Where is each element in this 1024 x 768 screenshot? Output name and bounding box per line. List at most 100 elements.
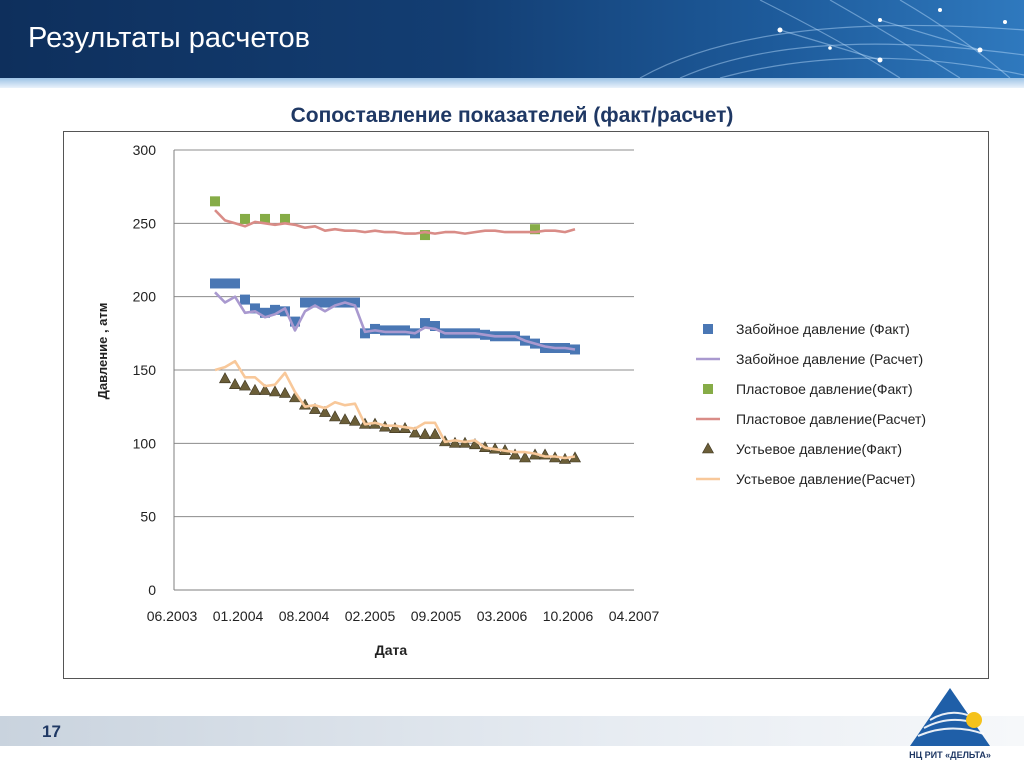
- x-tick-label: 04.2007: [609, 608, 660, 624]
- data-point: [338, 413, 352, 425]
- y-tick-label: 150: [133, 362, 157, 378]
- data-point: [518, 451, 532, 463]
- legend-item: Забойное давление (Факт): [703, 321, 910, 337]
- data-point: [290, 316, 300, 327]
- chart-title: Сопоставление показателей (факт/расчет): [290, 104, 734, 127]
- data-point: [268, 385, 282, 397]
- data-point: [220, 278, 230, 289]
- data-point: [388, 422, 402, 433]
- data-point: [320, 297, 330, 308]
- legend-item: Устьевое давление(Факт): [701, 441, 902, 457]
- data-point: [430, 321, 440, 331]
- data-point: [210, 278, 220, 289]
- slide-title: Результаты расчетов: [28, 22, 310, 54]
- series-line: [214, 291, 576, 351]
- x-tick-label: 02.2005: [345, 608, 396, 624]
- data-point: [370, 323, 380, 334]
- chart-ticks: 0 50 100 150 200 250 300 06.2003 01.2004 08.2004 0…: [133, 142, 660, 624]
- legend-item: Пластовое давление(Факт): [703, 381, 913, 397]
- x-tick-label: 09.2005: [411, 608, 462, 624]
- slide-header: Результаты расчетов: [0, 0, 1024, 78]
- y-tick-label: 100: [133, 435, 157, 451]
- data-point: [408, 426, 422, 438]
- x-tick-label: 08.2004: [279, 608, 330, 624]
- data-point: [280, 213, 290, 224]
- pressure-chart: 0 50 100 150 200 250 300 06.2003 01.2004 08.2004 0…: [95, 142, 926, 658]
- data-point: [428, 427, 442, 439]
- data-point: [380, 325, 390, 336]
- legend-item: Пластовое давление(Расчет): [696, 411, 926, 427]
- logo-text: НЦ РИТ «ДЕЛЬТА»: [909, 750, 991, 760]
- series-1: [214, 291, 576, 351]
- legend-label: Забойное давление (Расчет): [736, 351, 923, 367]
- data-point: [210, 196, 220, 207]
- data-point: [240, 294, 250, 305]
- data-point: [448, 436, 462, 448]
- data-point: [238, 379, 252, 391]
- data-point: [230, 278, 240, 289]
- series-3: [214, 209, 576, 235]
- legend-label: Устьевое давление(Расчет): [736, 471, 915, 487]
- delta-logo-icon: [910, 688, 990, 746]
- chart-series: [210, 196, 582, 464]
- series-line: [214, 209, 576, 235]
- series-line: [214, 359, 576, 460]
- data-point: [260, 307, 270, 318]
- y-tick-label: 200: [133, 289, 157, 305]
- data-point: [400, 325, 410, 336]
- legend-item: Забойное давление (Расчет): [696, 351, 923, 367]
- data-point: [260, 213, 270, 224]
- x-axis-label: Дата: [375, 642, 408, 658]
- legend-label: Устьевое давление(Факт): [736, 441, 902, 457]
- series-5: [214, 359, 576, 460]
- data-point: [308, 402, 322, 414]
- data-point: [418, 427, 432, 439]
- data-point: [390, 325, 400, 336]
- series-2: [210, 196, 540, 241]
- data-point: [228, 378, 242, 389]
- header-strip: [0, 78, 1024, 88]
- data-point: [360, 328, 370, 339]
- data-point: [530, 224, 540, 235]
- series-4: [218, 372, 582, 464]
- legend-label: Пластовое давление(Факт): [736, 381, 913, 397]
- legend-label: Забойное давление (Факт): [736, 321, 910, 337]
- chart-frame: [63, 131, 989, 679]
- data-point: [420, 230, 430, 241]
- chart-legend: Забойное давление (Факт) Забойное давлени…: [696, 321, 926, 487]
- header-network-graphic: [639, 0, 1024, 78]
- legend-swatch: [703, 324, 713, 334]
- y-tick-label: 50: [140, 509, 156, 525]
- y-axis-label: Давление , атм: [95, 303, 110, 400]
- x-tick-label: 10.2006: [543, 608, 594, 624]
- data-point: [300, 297, 310, 308]
- y-tick-label: 300: [133, 142, 157, 158]
- legend-item: Устьевое давление(Расчет): [696, 471, 915, 487]
- x-tick-label: 03.2006: [477, 608, 528, 624]
- y-tick-label: 0: [148, 582, 156, 598]
- data-point: [508, 448, 522, 460]
- y-tick-label: 250: [133, 215, 157, 231]
- data-point: [258, 383, 272, 395]
- data-point: [240, 213, 250, 224]
- legend-swatch: [701, 442, 715, 454]
- legend-swatch: [703, 384, 713, 394]
- data-point: [248, 383, 262, 395]
- data-point: [328, 410, 342, 422]
- data-point: [350, 297, 360, 308]
- data-point: [310, 297, 320, 308]
- slide-footer: [0, 716, 1024, 746]
- data-point: [420, 318, 430, 329]
- data-point: [318, 405, 332, 417]
- data-point: [218, 372, 232, 384]
- data-point: [278, 386, 292, 398]
- page-number: 17: [42, 722, 61, 741]
- data-point: [540, 343, 550, 353]
- legend-label: Пластовое давление(Расчет): [736, 411, 926, 427]
- chart-grid: [173, 149, 634, 591]
- data-point: [270, 304, 280, 315]
- data-point: [348, 414, 362, 426]
- x-tick-label: 01.2004: [213, 608, 264, 624]
- data-point: [250, 303, 260, 314]
- data-point: [330, 297, 340, 308]
